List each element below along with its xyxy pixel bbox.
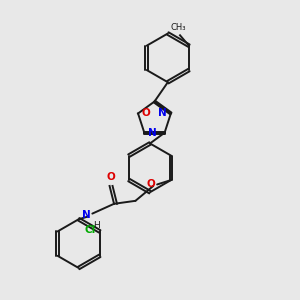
- Text: N: N: [82, 210, 90, 220]
- Text: N: N: [148, 128, 157, 138]
- Text: O: O: [142, 108, 151, 118]
- Text: Cl: Cl: [85, 225, 96, 235]
- Text: H: H: [93, 221, 100, 230]
- Text: O: O: [146, 179, 155, 189]
- Text: N: N: [158, 108, 167, 118]
- Text: O: O: [107, 172, 116, 182]
- Text: CH₃: CH₃: [171, 23, 186, 32]
